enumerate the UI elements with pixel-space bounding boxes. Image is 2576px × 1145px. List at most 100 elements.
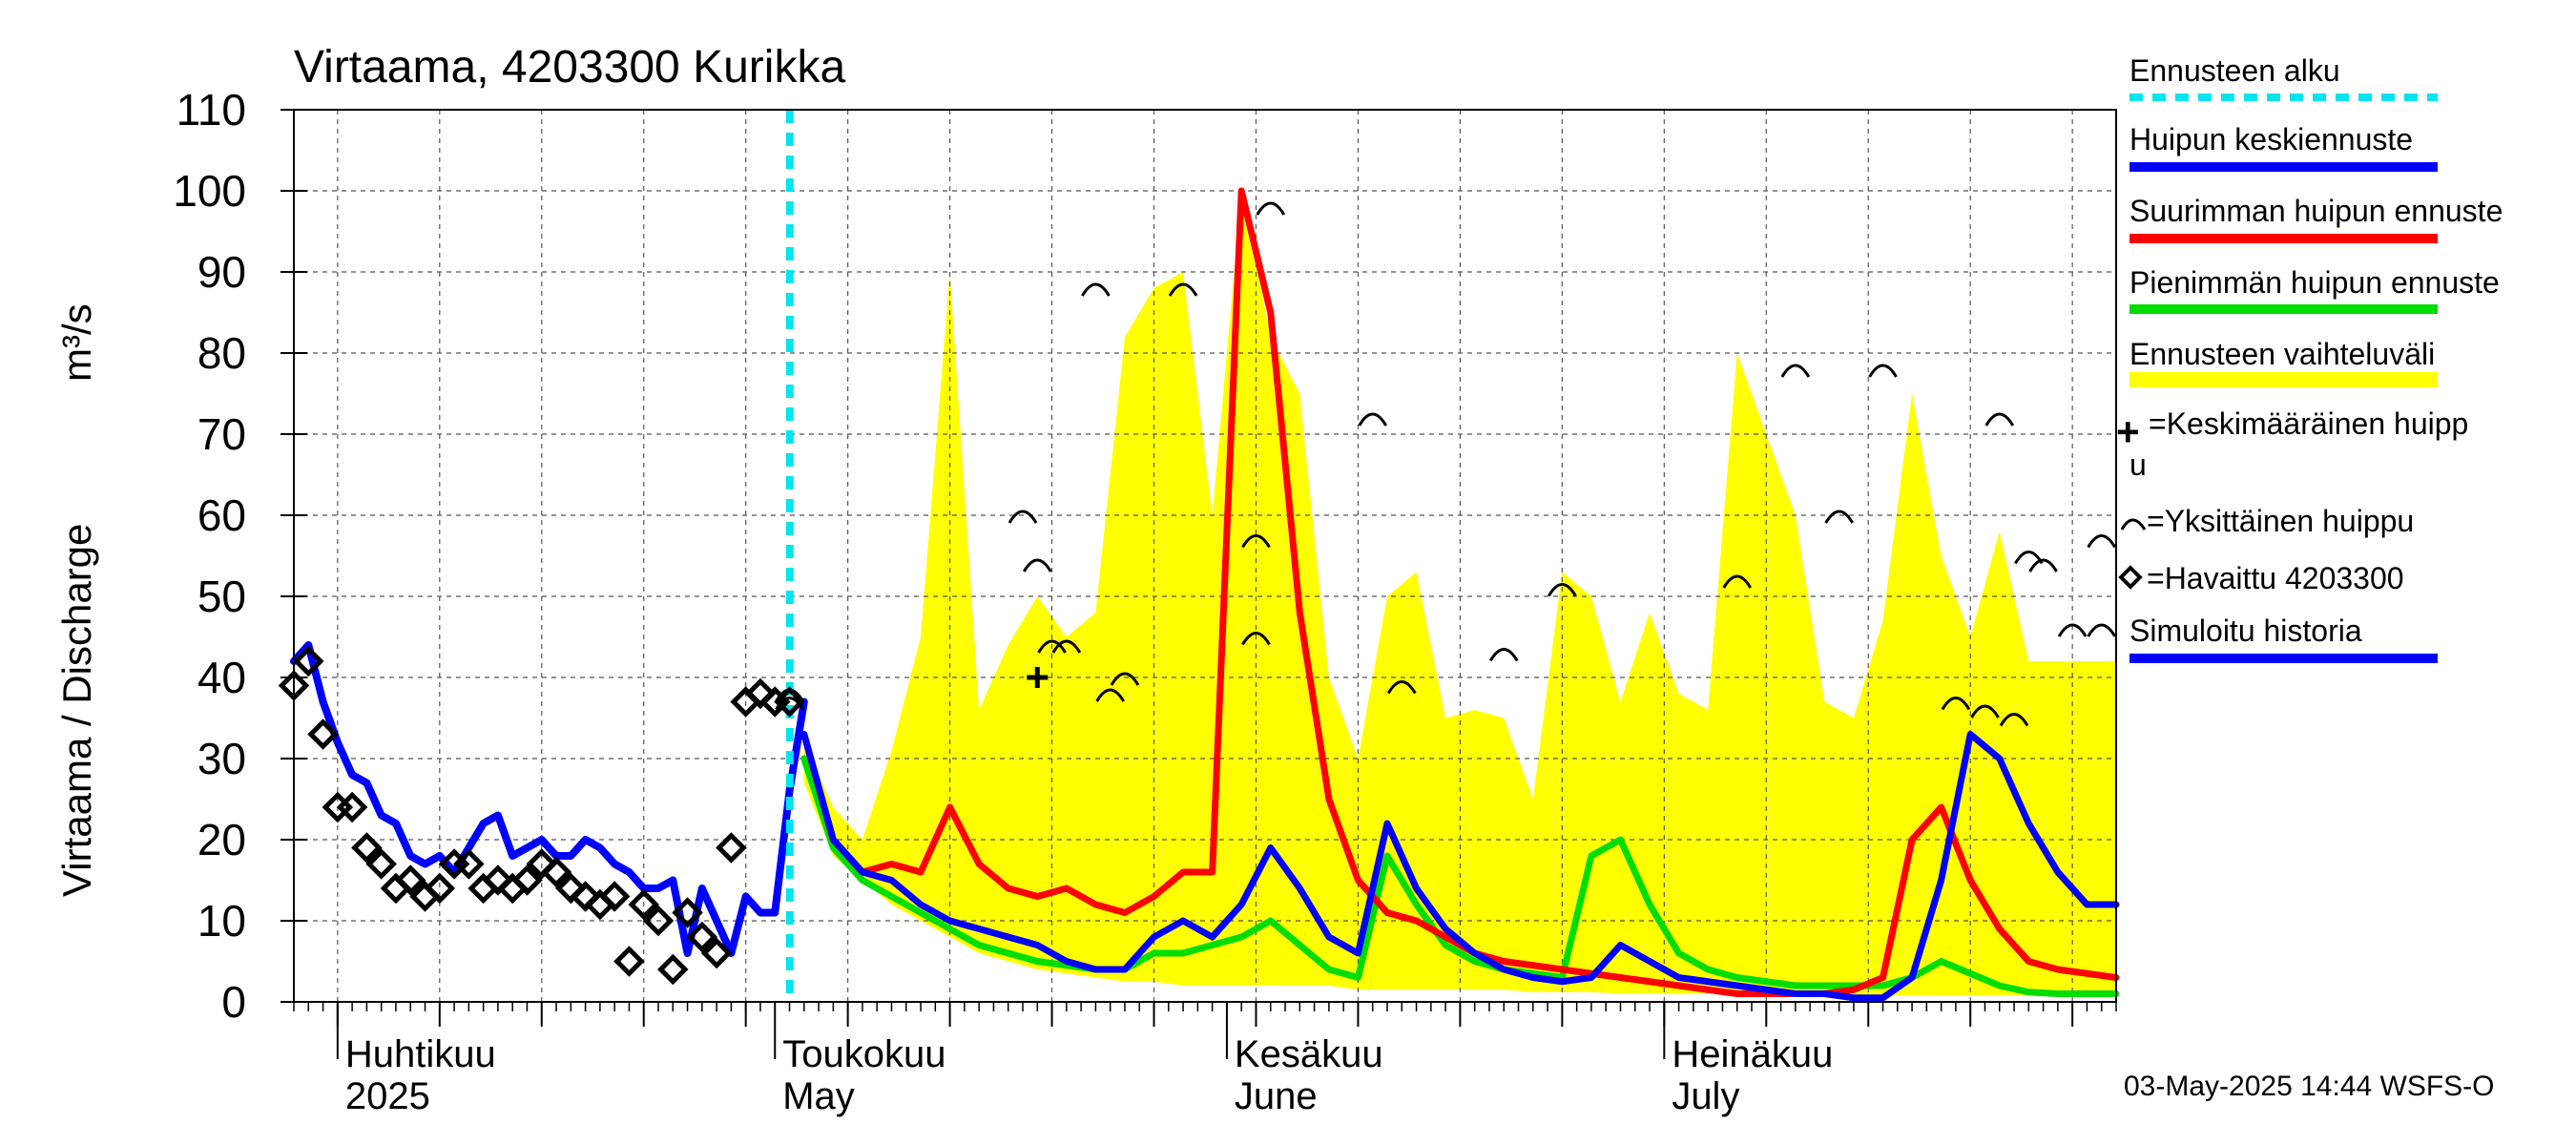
y-tick-label: 10 — [197, 896, 246, 946]
observed-point — [613, 946, 645, 977]
chart-title: Virtaama, 4203300 Kurikka — [294, 42, 845, 93]
x-tick-label-month: Kesäkuu — [1235, 1033, 1383, 1075]
peak-markers — [278, 201, 2117, 986]
observed-point — [307, 718, 339, 750]
observed-point — [511, 864, 543, 896]
legend-label-min-peak: Pienimmän huipun ennuste — [2129, 265, 2500, 300]
observed-point — [365, 848, 397, 880]
y-tick-label: 20 — [197, 815, 246, 864]
observed-point — [686, 921, 718, 953]
single-peak-marker — [1488, 648, 1519, 662]
single-peak-marker — [775, 697, 804, 711]
series-line-min-peak — [800, 755, 2120, 997]
series-line-mean-peak — [800, 731, 2120, 1002]
single-peak-marker — [1256, 201, 1286, 216]
single-peak-marker — [1722, 574, 1753, 589]
y-tick-label: 0 — [221, 977, 246, 1027]
single-peak-marker — [1970, 704, 2000, 718]
single-peak-marker — [1168, 282, 1198, 297]
x-tick-label-month-en: June — [1235, 1075, 1318, 1117]
single-peak-marker — [1824, 510, 1854, 524]
legend-diamond-icon — [2118, 565, 2143, 590]
x-tick-label-month: Huhtikuu — [345, 1033, 496, 1075]
legend-label-single-peak: =Yksittäinen huippu — [2147, 504, 2414, 538]
x-tick-label-month-en: May — [782, 1075, 855, 1117]
single-peak-marker — [2087, 623, 2117, 637]
single-peak-marker — [775, 688, 804, 702]
legend-label-mean-peak: Huipun keskiennuste — [2129, 122, 2413, 156]
single-peak-marker — [1241, 632, 1271, 646]
single-peak-marker — [2028, 558, 2058, 572]
legend-label-forecast-start: Ennusteen alku — [2129, 53, 2340, 88]
y-tick-label: 40 — [197, 653, 246, 702]
y-axis-label: Virtaama / Discharge — [54, 524, 99, 897]
y-tick-label: 60 — [197, 490, 246, 540]
legend-arc-icon — [2120, 518, 2147, 531]
single-peak-marker — [1984, 412, 2015, 427]
y-tick-label: 70 — [197, 409, 246, 459]
x-tick-label-month: Heinäkuu — [1672, 1033, 1833, 1075]
single-peak-marker — [1110, 672, 1140, 686]
single-peak-marker — [1941, 697, 1971, 711]
y-tick-label: 50 — [197, 572, 246, 621]
x-tick-label-month: Toukokuu — [782, 1033, 945, 1075]
mean-peak-marker — [1027, 667, 1049, 688]
observed-point — [657, 953, 689, 986]
single-peak-marker — [1386, 680, 1417, 695]
range-band-area — [803, 191, 2116, 996]
observed-point — [774, 686, 805, 718]
grid — [294, 110, 2116, 1002]
single-peak-marker — [1095, 688, 1125, 702]
single-peak-marker — [1358, 412, 1388, 427]
observed-point — [394, 864, 426, 896]
y-tick-label: 110 — [177, 85, 246, 135]
single-peak-marker — [1780, 364, 1811, 378]
series-lines — [290, 110, 2120, 1002]
observed-point — [700, 937, 733, 969]
series-line-history — [290, 641, 808, 957]
single-peak-marker — [2057, 623, 2088, 637]
y-tick-label: 30 — [197, 734, 246, 783]
single-peak-marker — [1999, 713, 2029, 727]
observed-point — [540, 856, 572, 888]
observed-point — [598, 881, 631, 912]
legend-label-mean-marker: =Keskimääräinen huipp — [2149, 406, 2468, 441]
y-axis-unit: m³/s — [54, 303, 99, 382]
observed-point — [293, 645, 324, 677]
footer-timestamp: 03-May-2025 14:44 WSFS-O — [2124, 1071, 2495, 1102]
single-peak-marker — [1868, 364, 1898, 378]
legend: Ennusteen alku Huipun keskiennuste Suuri… — [2116, 53, 2503, 663]
observed-point — [716, 832, 747, 864]
observed-point — [351, 832, 383, 864]
single-peak-marker — [2087, 534, 2117, 549]
y-tick-label: 80 — [197, 328, 246, 378]
observed-point — [642, 905, 675, 937]
legend-plus-icon: + — [2116, 409, 2140, 454]
observed-point — [424, 872, 456, 905]
observed-point — [453, 848, 485, 880]
forecast-range-band — [803, 191, 2116, 996]
observed-point — [278, 670, 310, 701]
observed-point — [628, 888, 659, 921]
single-peak-marker — [1037, 639, 1067, 654]
single-peak-marker — [1548, 583, 1577, 597]
x-tick-label-month-en: July — [1672, 1075, 1739, 1117]
legend-label-range: Ennusteen vaihteluväli — [2129, 337, 2435, 371]
x-tick-label-month-en: 2025 — [345, 1075, 430, 1117]
observed-point — [336, 791, 368, 823]
legend-label-max-peak: Suurimman huipun ennuste — [2129, 194, 2503, 228]
y-tick-label: 90 — [197, 247, 246, 297]
single-peak-marker — [1051, 639, 1082, 654]
plot-frame — [293, 109, 2117, 1003]
single-peak-marker — [1241, 534, 1271, 549]
y-tick-label: 100 — [173, 166, 246, 216]
single-peak-marker — [1022, 558, 1052, 572]
legend-label-observed: =Havaittu 4203300 — [2147, 561, 2404, 595]
legend-label-mean-marker-wrap: u — [2129, 448, 2147, 482]
single-peak-marker — [1008, 510, 1038, 524]
single-peak-marker — [1081, 282, 1111, 297]
observed-point — [672, 897, 703, 928]
legend-label-history: Simuloitu historia — [2129, 614, 2362, 648]
